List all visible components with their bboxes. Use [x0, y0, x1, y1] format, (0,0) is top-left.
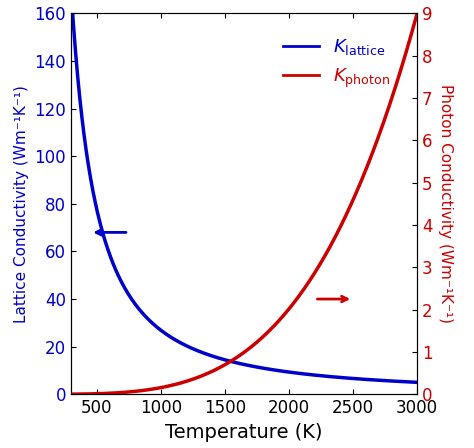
Y-axis label: Photon Conductivity (Wm⁻¹K⁻¹): Photon Conductivity (Wm⁻¹K⁻¹) [438, 84, 454, 323]
X-axis label: Temperature (K): Temperature (K) [165, 422, 323, 442]
Y-axis label: Lattice Conductivity (Wm⁻¹K⁻¹): Lattice Conductivity (Wm⁻¹K⁻¹) [14, 85, 29, 323]
Legend: $\mathit{K}_{\mathrm{lattice}}$, $\mathit{K}_{\mathrm{photon}}$: $\mathit{K}_{\mathrm{lattice}}$, $\mathi… [275, 30, 398, 97]
